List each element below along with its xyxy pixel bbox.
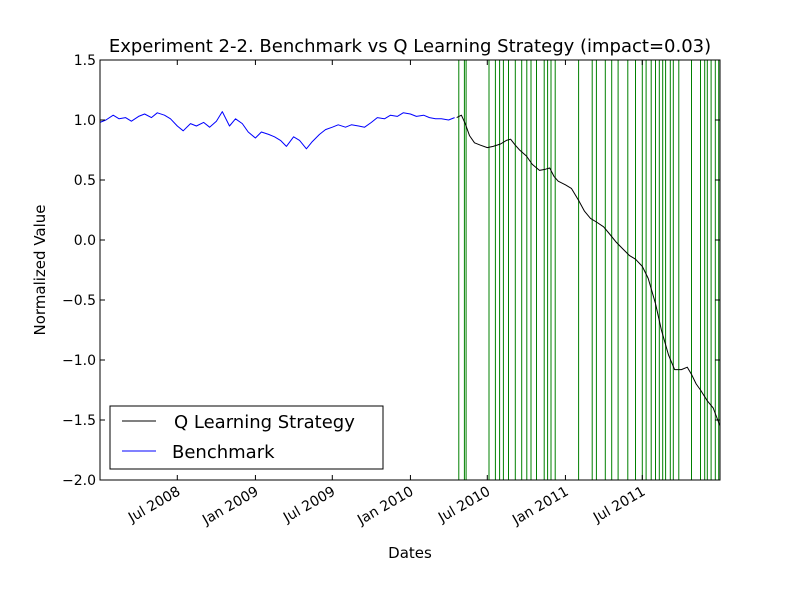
x-tick-label: Jul 2010 bbox=[435, 484, 493, 527]
y-tick-label: 1.5 bbox=[74, 53, 96, 69]
y-tick-label: −2.0 bbox=[62, 473, 96, 489]
x-tick-label: Jul 2011 bbox=[590, 484, 648, 527]
y-tick-label: 1.0 bbox=[74, 113, 96, 129]
y-tick-label: −1.5 bbox=[62, 413, 96, 429]
series-group bbox=[99, 111, 721, 427]
x-axis-label: Dates bbox=[388, 544, 432, 562]
series-line-benchmark bbox=[99, 111, 455, 150]
y-tick-label: 0.0 bbox=[74, 233, 96, 249]
series-line-q-learning-strategy bbox=[456, 114, 721, 427]
y-axis-label: Normalized Value bbox=[31, 204, 49, 335]
y-axis: 1.5 1.0 0.5 0.0 −0.5 −1.0 −1.5 −2.0 bbox=[62, 53, 720, 489]
x-tick-label: Jan 2009 bbox=[199, 484, 261, 529]
x-tick-label: Jul 2009 bbox=[280, 484, 338, 527]
x-tick-label: Jan 2010 bbox=[354, 484, 416, 529]
y-tick-label: −0.5 bbox=[62, 293, 96, 309]
trade-lines bbox=[458, 60, 720, 480]
x-tick-label: Jul 2008 bbox=[125, 484, 183, 527]
legend-label-benchmark: Benchmark bbox=[172, 442, 275, 463]
legend: Q Learning Strategy Benchmark bbox=[109, 405, 384, 470]
chart-title: Experiment 2-2. Benchmark vs Q Learning … bbox=[109, 36, 711, 57]
legend-label-q-learning: Q Learning Strategy bbox=[174, 412, 355, 433]
y-tick-label: −1.0 bbox=[62, 353, 96, 369]
y-tick-label: 0.5 bbox=[74, 173, 96, 189]
legend-box bbox=[109, 405, 384, 470]
x-tick-label: Jan 2011 bbox=[509, 484, 571, 529]
